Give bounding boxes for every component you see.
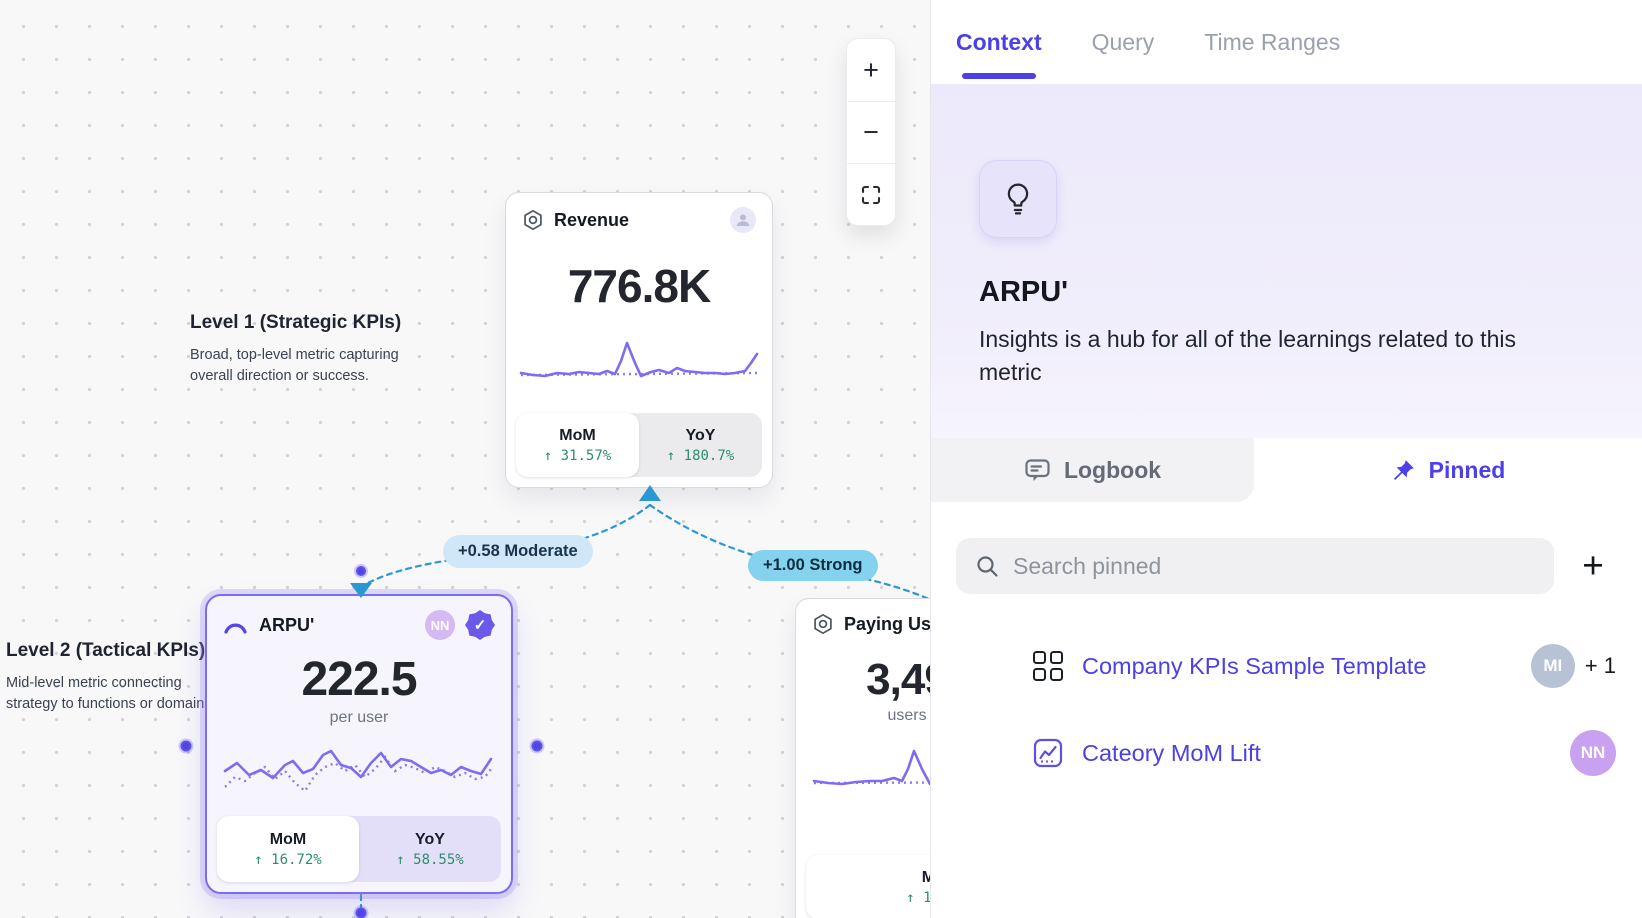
avatar-nn: NN xyxy=(1570,730,1616,776)
level-2-annotation: Level 2 (Tactical KPIs) Mid-level metric… xyxy=(6,640,218,715)
details-panel: Context Query Time Ranges ARPU' Insights… xyxy=(930,0,1642,918)
zoom-toolbar: + − xyxy=(846,38,896,226)
connection-handle-right[interactable] xyxy=(529,738,545,754)
connection-handle-left[interactable] xyxy=(178,738,194,754)
metric-card-paying-users[interactable]: Paying Users' 3,49 users MoM ↑ 12.72% xyxy=(795,598,930,918)
paying-value-wrap: 3,49 users xyxy=(812,655,930,725)
correlation-label-strong: +1.00 Strong xyxy=(748,550,878,581)
pinned-item-chart[interactable]: Cateory MoM Lift NN xyxy=(1033,730,1616,776)
pinned-item-meta: MI + 1 xyxy=(1530,644,1616,688)
level-1-description: Broad, top-level metric capturing overal… xyxy=(190,347,399,384)
tab-time-ranges[interactable]: Time Ranges xyxy=(1204,28,1341,55)
tab-query[interactable]: Query xyxy=(1091,28,1155,55)
verified-badge-icon: ✓ xyxy=(465,610,495,640)
arpu-unit: per user xyxy=(329,709,389,726)
connection-handle-top[interactable] xyxy=(354,564,368,578)
paying-mom-cell[interactable]: MoM ↑ 12.72% xyxy=(806,855,930,918)
revenue-card-header: Revenue xyxy=(506,193,772,233)
revenue-sparkline xyxy=(519,341,759,378)
level-2-description: Mid-level metric connecting strategy to … xyxy=(6,675,216,712)
pinned-item-template[interactable]: Company KPIs Sample Template MI + 1 xyxy=(1033,644,1616,688)
collaborator-avatar: NN xyxy=(425,610,455,640)
paying-sparkline xyxy=(812,749,930,786)
template-grid-icon xyxy=(1033,651,1063,681)
arpu-value: 222.5 xyxy=(301,653,417,706)
arpu-mom-cell[interactable]: MoM ↑ 16.72% xyxy=(217,816,359,882)
arc-metric-icon xyxy=(224,623,247,634)
extra-collaborators: + 1 xyxy=(1584,653,1616,678)
search-box[interactable] xyxy=(956,538,1554,594)
yoy-value: ↑ 180.7% xyxy=(666,447,735,464)
zoom-out-button[interactable]: − xyxy=(847,101,895,163)
revenue-value: 776.8K xyxy=(567,260,711,312)
pinned-item-label: Cateory MoM Lift xyxy=(1082,739,1261,766)
zoom-in-button[interactable]: + xyxy=(847,39,895,101)
mom-value: ↑ 12.72% xyxy=(906,889,930,906)
paying-card-title: Paying Users' xyxy=(844,613,930,634)
metric-card-arpu[interactable]: ARPU' NN ✓ 222.5 per user MoM ↑ 16.72% Y… xyxy=(205,594,513,894)
pinned-search-row: + xyxy=(956,538,1618,594)
arpu-deltas: MoM ↑ 16.72% YoY ↑ 58.55% xyxy=(217,816,501,882)
search-icon xyxy=(977,555,998,577)
pinned-item-meta: NN xyxy=(1570,730,1616,776)
arpu-yoy-cell[interactable]: YoY ↑ 58.55% xyxy=(359,816,501,882)
revenue-yoy-cell[interactable]: YoY ↑ 180.7% xyxy=(639,413,762,477)
subtab-pinned[interactable]: Pinned xyxy=(1254,438,1642,502)
insight-tile xyxy=(979,160,1057,238)
hexagon-metric-icon xyxy=(524,209,542,231)
metric-tree-canvas[interactable]: +0.58 Moderate +1.00 Strong Level 1 (Str… xyxy=(0,0,930,918)
subtab-logbook[interactable]: Logbook xyxy=(931,438,1254,502)
hexagon-metric-icon xyxy=(814,613,832,635)
pushpin-icon xyxy=(1393,459,1414,480)
metric-description: Insights is a hub for all of the learnin… xyxy=(979,326,1516,385)
paying-card-header: Paying Users' xyxy=(796,599,930,635)
arpu-card-title: ARPU' xyxy=(259,614,315,635)
arpu-sparkline xyxy=(223,749,493,793)
revenue-mom-cell[interactable]: MoM ↑ 31.57% xyxy=(516,413,639,477)
mom-value: ↑ 31.57% xyxy=(543,447,612,464)
pinned-list: Company KPIs Sample Template MI + 1 Cate… xyxy=(1033,644,1616,776)
yoy-value: ↑ 58.55% xyxy=(396,851,464,868)
owner-avatar-icon xyxy=(730,207,756,233)
add-pinned-button[interactable]: + xyxy=(1568,538,1618,594)
yoy-label: YoY xyxy=(415,830,445,848)
chart-icon xyxy=(1033,738,1063,768)
logbook-label: Logbook xyxy=(1063,456,1162,483)
fit-view-icon xyxy=(861,185,881,204)
pinned-label: Pinned xyxy=(1428,456,1506,483)
pinned-item-label: Company KPIs Sample Template xyxy=(1082,652,1427,679)
mom-label: MoM xyxy=(921,868,930,886)
mom-label: MoM xyxy=(559,426,596,444)
arpu-card-header: ARPU' NN ✓ xyxy=(207,596,511,640)
revenue-deltas: MoM ↑ 31.57% YoY ↑ 180.7% xyxy=(516,413,762,477)
search-pinned-input[interactable] xyxy=(1013,552,1536,580)
panel-tabbar: Context Query Time Ranges xyxy=(931,0,1642,84)
lightbulb-icon xyxy=(1007,183,1029,215)
revenue-card-title: Revenue xyxy=(554,209,630,230)
level-1-annotation: Level 1 (Strategic KPIs) Broad, top-leve… xyxy=(190,312,430,387)
avatar-mi: MI xyxy=(1530,644,1575,688)
level-2-title: Level 2 (Tactical KPIs) xyxy=(6,640,206,661)
mom-label: MoM xyxy=(269,830,307,848)
mom-value: ↑ 16.72% xyxy=(254,851,322,868)
fit-view-button[interactable] xyxy=(847,163,895,225)
paying-value: 3,49 xyxy=(866,655,930,704)
paying-deltas: MoM ↑ 12.72% xyxy=(806,855,930,918)
connection-handle-bottom[interactable] xyxy=(353,905,369,918)
level-1-title: Level 1 (Strategic KPIs) xyxy=(190,312,402,333)
correlation-label-moderate: +0.58 Moderate xyxy=(443,535,593,568)
metric-hero-section: ARPU' Insights is a hub for all of the l… xyxy=(931,84,1642,438)
person-icon xyxy=(736,214,750,226)
metric-title: ARPU' xyxy=(979,276,1069,308)
metric-card-revenue[interactable]: Revenue 776.8K MoM ↑ 31.57% YoY ↑ 180.7% xyxy=(505,192,773,488)
paying-unit: users xyxy=(887,707,927,724)
tab-context[interactable]: Context xyxy=(956,28,1042,79)
yoy-label: YoY xyxy=(685,426,716,444)
panel-subtabs: Logbook Pinned xyxy=(931,438,1642,502)
logbook-icon xyxy=(1025,458,1050,481)
